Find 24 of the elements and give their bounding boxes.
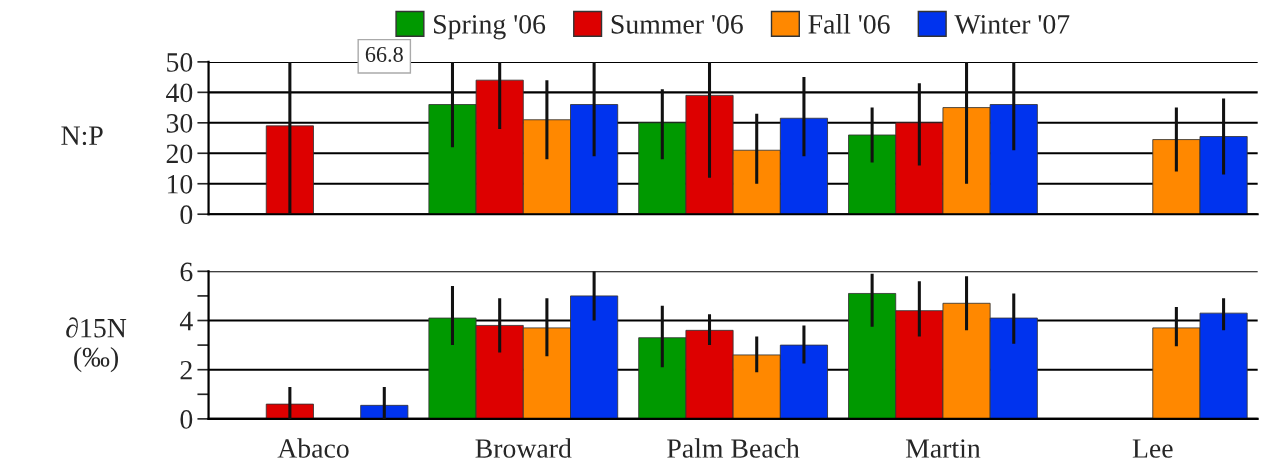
y-tick-label: 50 — [167, 53, 193, 72]
y-tick-label: 40 — [166, 83, 193, 103]
bar — [265, 125, 314, 215]
y-tick-label: 0 — [180, 205, 193, 225]
y-axis-title: ∂15N (‰) — [66, 317, 127, 373]
legend-label: Fall '06 — [808, 14, 890, 34]
y-axis-title: N:P — [61, 126, 103, 146]
y-tick-label: 10 — [167, 174, 193, 194]
x-tick-label: Abaco — [277, 438, 349, 458]
legend-label: Spring '06 — [434, 14, 546, 40]
text: 66.8 — [365, 46, 403, 62]
x-tick-label: Broward — [475, 438, 572, 458]
y-tick-label: 0 — [180, 410, 193, 429]
x-tick-label: Palm Beach — [667, 438, 800, 458]
y-tick-label: 6 — [180, 262, 193, 282]
legend-label: Summer '06 — [611, 14, 743, 34]
bar — [265, 403, 314, 419]
x-tick-label: Martin — [905, 439, 981, 458]
x-tick-label: Lee — [1132, 439, 1173, 458]
legend-label: Winter '07 — [954, 14, 1070, 34]
y-tick-label: 4 — [179, 311, 193, 331]
y-tick-label: 30 — [166, 113, 193, 133]
y-tick-label: 20 — [166, 144, 193, 164]
y-tick-label: 2 — [180, 360, 192, 380]
